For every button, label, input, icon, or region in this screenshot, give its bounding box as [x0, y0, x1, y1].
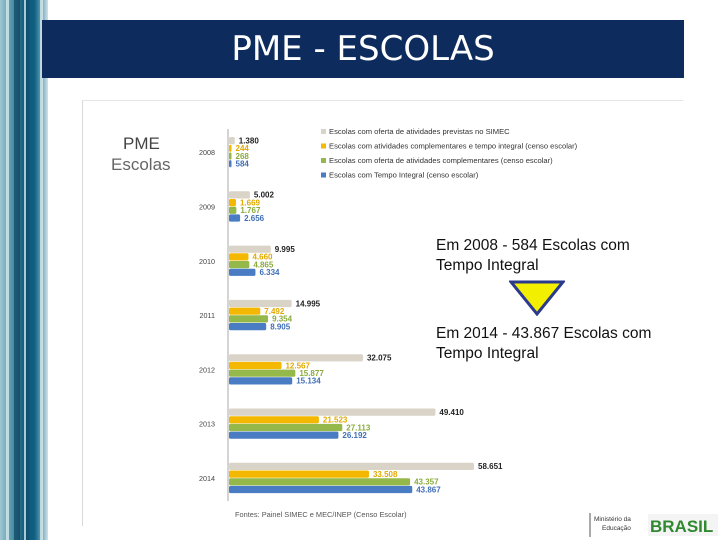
arrow-down-icon: [509, 280, 565, 316]
callout-2014: Em 2014 - 43.867 Escolas com Tempo Integ…: [436, 325, 652, 362]
ministry-logo: Ministério da Educação BRASIL: [586, 510, 720, 540]
data-label: 58.651: [478, 462, 503, 471]
title-bar: PME - ESCOLAS: [42, 20, 684, 78]
data-label: 33.508: [373, 470, 398, 479]
data-label: 8.905: [270, 322, 291, 331]
legend-entry: Escolas com atividades complementares e …: [329, 142, 578, 151]
data-bar: [229, 423, 343, 432]
data-label: 244: [236, 144, 250, 153]
chart-source: Fontes: Painel SIMEC e MEC/INEP (Censo E…: [235, 510, 407, 519]
brand-text: BRASIL: [650, 517, 713, 536]
data-label: 15.877: [299, 369, 324, 378]
data-bar: [229, 431, 339, 439]
data-bar: [229, 261, 250, 269]
data-bar: [229, 299, 292, 308]
data-bar: [229, 369, 296, 377]
data-label: 12.567: [285, 361, 310, 370]
data-bar: [229, 485, 413, 494]
data-bar: [229, 268, 256, 276]
data-label: 15.134: [296, 377, 321, 386]
legend-swatch: [321, 158, 326, 163]
data-bar: [229, 478, 411, 486]
chart-subtitle: Escolas: [111, 155, 171, 174]
data-label: 49.410: [439, 408, 464, 417]
data-label: 9.354: [272, 315, 293, 324]
data-label: 1.767: [240, 206, 261, 215]
data-bar: [229, 323, 267, 331]
callout-2008: Em 2008 - 584 Escolas com Tempo Integral: [436, 237, 630, 274]
slide-title: PME - ESCOLAS: [231, 29, 495, 69]
decorative-side-art: [0, 0, 48, 540]
category-label: 2008: [199, 148, 215, 157]
data-label: 5.002: [254, 191, 275, 200]
data-bar: [229, 416, 319, 424]
legend-entry: Escolas com oferta de atividades previst…: [329, 127, 510, 136]
data-bar: [229, 307, 261, 315]
data-label: 4.660: [252, 253, 273, 262]
data-bar: [229, 462, 474, 470]
data-bar: [229, 315, 269, 323]
data-label: 43.357: [414, 478, 439, 487]
data-bar: [229, 214, 241, 222]
legend-entry: Escolas com Tempo Integral (censo escola…: [329, 171, 479, 180]
data-bar: [229, 191, 250, 199]
chart-title: PME: [123, 134, 160, 153]
data-bar: [229, 377, 293, 385]
ministry-text: Ministério da: [594, 516, 631, 523]
data-bar: [229, 199, 236, 207]
legend-swatch: [321, 172, 326, 178]
data-bar: [229, 470, 369, 478]
category-label: 2012: [199, 365, 215, 374]
data-bar: [229, 354, 363, 362]
data-label: 2.656: [244, 214, 265, 223]
data-label: 21.523: [323, 416, 348, 425]
data-label: 268: [236, 152, 250, 161]
data-label: 9.995: [275, 245, 296, 254]
data-label: 14.995: [296, 299, 321, 308]
data-bar: [229, 144, 232, 152]
category-label: 2011: [200, 311, 215, 320]
data-bar: [229, 160, 232, 168]
data-label: 43.867: [416, 485, 441, 494]
data-label: 26.192: [342, 431, 367, 440]
data-bar: [229, 206, 237, 214]
category-label: 2009: [199, 202, 215, 211]
data-label: 6.334: [259, 268, 280, 277]
legend-entry: Escolas com oferta de atividades complem…: [329, 156, 553, 165]
data-bar: [229, 245, 271, 253]
data-label: 1.380: [239, 136, 260, 145]
data-label: 27.113: [346, 423, 371, 432]
chart-panel: PME Escolas Escolas com oferta de atividad…: [82, 100, 683, 526]
legend-swatch: [321, 143, 326, 149]
data-label: 1.669: [240, 198, 261, 207]
category-label: 2010: [199, 257, 215, 266]
data-label: 4.865: [253, 260, 274, 269]
data-label: 7.492: [264, 307, 285, 316]
category-label: 2014: [199, 474, 215, 483]
legend-swatch: [321, 129, 326, 134]
svg-text:Educação: Educação: [602, 525, 631, 532]
data-bar: [229, 137, 235, 145]
data-bar: [229, 253, 249, 261]
data-label: 32.075: [367, 354, 392, 363]
data-bar: [229, 408, 436, 416]
data-bar: [229, 361, 282, 370]
bar-chart: PME Escolas Escolas com oferta de atividad…: [111, 127, 578, 519]
data-label: 584: [236, 160, 250, 169]
category-label: 2013: [199, 420, 215, 429]
data-bar: [229, 152, 232, 160]
